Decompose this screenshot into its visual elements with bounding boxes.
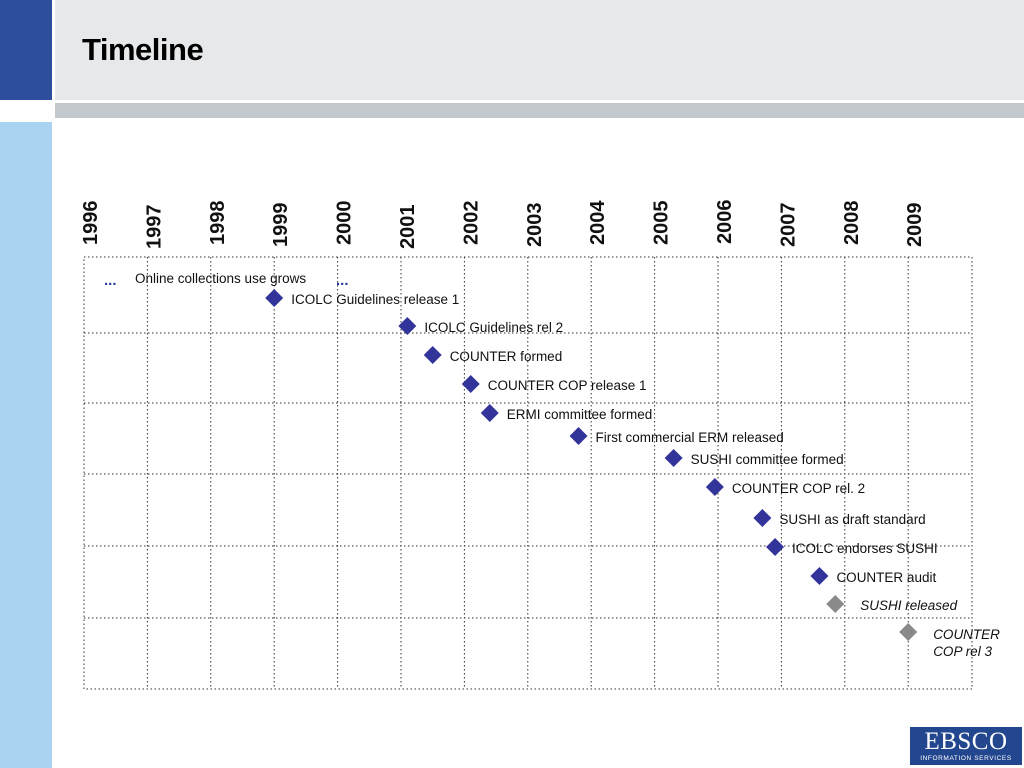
accent-band-bottom [0,122,52,768]
year-label: 2003 [524,203,546,248]
year-label: 2004 [587,200,609,245]
year-label: 1997 [143,205,165,250]
milestone-label: SUSHI released [860,598,957,613]
year-label: 2002 [460,200,482,245]
year-label: 2001 [397,205,419,250]
milestone-diamond-planned [899,623,918,641]
milestone-label: COUNTER COP rel. 2 [732,481,865,496]
header-rule [55,103,1024,118]
milestone-diamond [423,346,442,364]
accent-band-top [0,0,52,100]
ebsco-logo: EBSCO INFORMATION SERVICES [910,727,1022,765]
milestone-diamond [810,567,829,585]
milestone-label: SUSHI as draft standard [779,512,925,527]
milestone-label: COUNTER audit [836,570,936,585]
milestone-diamond [753,509,772,527]
year-label: 2009 [904,203,926,248]
milestone-label: COP rel 3 [933,644,992,659]
year-label: 1998 [207,201,229,245]
year-label: 2006 [714,200,736,245]
milestone-label: ICOLC endorses SUSHI [792,541,938,556]
year-label: 2007 [777,203,799,248]
milestone-diamond [265,289,284,307]
milestone-label: COUNTER [933,627,1000,642]
slide-title: Timeline [82,32,204,67]
year-label: 1996 [80,201,102,246]
milestone-diamond-planned [826,595,845,613]
logo-brand: EBSCO [924,728,1008,755]
header-background [55,0,1024,100]
trend-prefix-dots: ... [104,272,117,289]
trend-suffix-dots: ... [336,272,349,289]
milestone-label: SUSHI committee formed [691,452,844,467]
milestone-diamond [398,317,417,335]
milestone-label: COUNTER COP release 1 [488,378,647,393]
milestone-label: COUNTER formed [450,349,563,364]
left-divider [52,0,55,768]
year-label: 2008 [841,201,863,246]
milestone-diamond [480,404,499,422]
milestone-diamond [461,375,480,393]
milestone-diamond [766,538,785,556]
trend-label: Online collections use grows [135,271,306,286]
year-label: 2005 [651,201,673,246]
milestone-diamond [664,449,683,467]
milestone-label: ICOLC Guidelines rel 2 [424,320,563,335]
milestone-diamond [705,478,724,496]
milestone-label: ERMI committee formed [507,407,653,422]
logo-tagline: INFORMATION SERVICES [920,755,1012,762]
milestone-label: First commercial ERM released [596,430,784,445]
milestone-diamond [569,427,588,445]
milestone-label: ICOLC Guidelines release 1 [291,292,459,307]
year-label: 1999 [270,203,292,248]
accent-separator [0,103,52,118]
year-label: 2000 [334,201,356,246]
